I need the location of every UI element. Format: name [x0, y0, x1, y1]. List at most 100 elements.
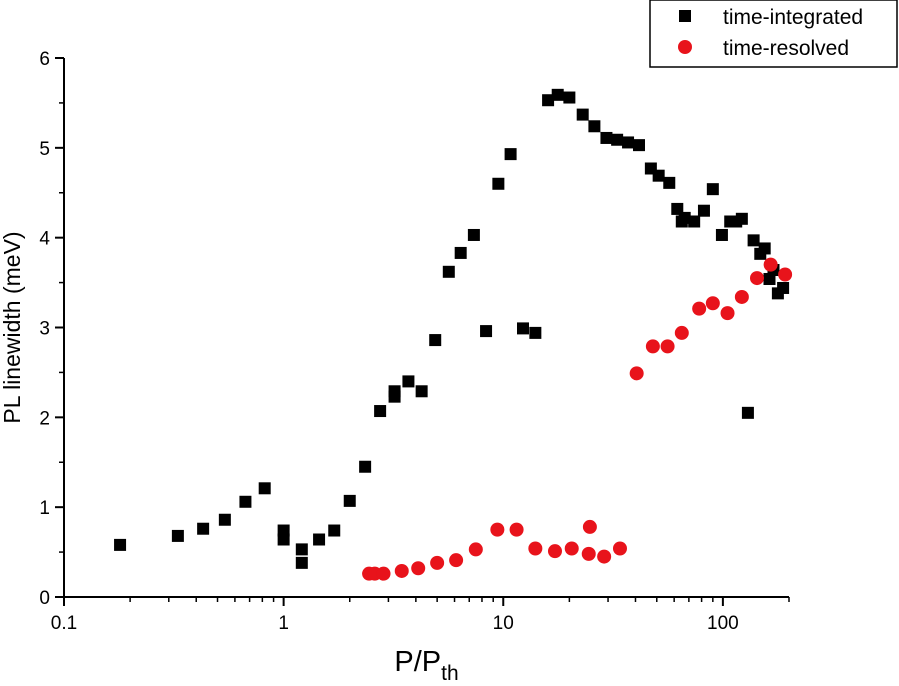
data-point-time-integrated: [663, 176, 676, 189]
x-axis-title-main: P/P: [394, 646, 441, 678]
data-point-time-resolved: [692, 301, 707, 316]
data-point-time-resolved: [411, 561, 426, 576]
data-point-time-resolved: [734, 289, 749, 304]
data-point-time-integrated: [697, 204, 710, 217]
data-point-time-integrated: [454, 246, 467, 259]
legend-circle-marker: [678, 40, 692, 54]
x-tick-label: 0.1: [51, 613, 77, 634]
data-point-time-resolved: [629, 366, 644, 381]
data-point-time-integrated: [588, 120, 601, 133]
data-point-time-integrated: [313, 533, 326, 546]
data-point-time-resolved: [763, 257, 778, 272]
data-point-time-integrated: [611, 133, 624, 146]
data-point-time-resolved: [581, 546, 596, 561]
data-point-time-integrated: [688, 215, 701, 228]
y-tick-label: 4: [39, 229, 50, 250]
y-tick-label: 6: [39, 49, 50, 70]
data-point-time-integrated: [402, 375, 415, 388]
data-point-time-integrated: [551, 88, 564, 101]
x-tick-label: 10: [493, 613, 514, 634]
data-point-time-resolved: [674, 325, 689, 340]
data-point-time-integrated: [343, 494, 356, 507]
data-point-time-integrated: [777, 281, 790, 294]
legend-square-marker: [679, 10, 691, 22]
data-point-time-integrated: [480, 325, 493, 338]
data-point-time-integrated: [747, 234, 760, 247]
data-point-time-integrated: [622, 136, 635, 149]
data-point-time-integrated: [328, 524, 341, 537]
y-tick-label: 3: [39, 319, 50, 340]
data-point-time-resolved: [528, 541, 543, 556]
y-axis-title: PL linewidth (meV): [0, 231, 25, 423]
data-point-time-integrated: [715, 228, 728, 241]
data-point-time-integrated: [239, 495, 252, 508]
x-axis-title-subscript: th: [441, 662, 459, 685]
data-point-time-resolved: [582, 519, 597, 534]
data-point-time-integrated: [735, 212, 748, 225]
data-point-time-resolved: [645, 339, 660, 354]
y-tick-label: 5: [39, 139, 50, 160]
data-point-time-resolved: [660, 339, 675, 354]
x-axis-tick-labels: 0.1 1 10 100: [51, 613, 739, 634]
data-point-time-resolved: [468, 542, 483, 557]
data-point-time-integrated: [388, 385, 401, 398]
y-axis-ticks: [55, 57, 64, 598]
y-axis-tick-labels: 0 1 2 3 4 5 6: [39, 49, 50, 609]
data-point-time-integrated: [429, 334, 442, 347]
data-point-time-integrated: [258, 482, 271, 495]
data-point-time-integrated: [295, 556, 308, 569]
data-point-time-resolved: [547, 544, 562, 559]
data-point-time-integrated: [467, 228, 480, 241]
x-tick-label: 1: [278, 613, 289, 634]
data-point-time-integrated: [295, 543, 308, 556]
data-point-time-integrated: [277, 533, 290, 546]
data-point-time-integrated: [563, 91, 576, 104]
data-point-time-resolved: [564, 541, 579, 556]
x-axis-ticks: [63, 597, 790, 606]
y-tick-label: 1: [39, 498, 50, 519]
legend: time-integrated time-resolved: [649, 0, 898, 68]
data-point-time-resolved: [430, 555, 445, 570]
data-point-time-resolved: [490, 522, 505, 537]
legend-label-time-integrated: time-integrated: [723, 6, 863, 29]
data-point-time-integrated: [758, 242, 771, 255]
series-time-resolved: [362, 257, 793, 581]
data-point-time-integrated: [114, 538, 127, 551]
data-point-time-resolved: [509, 522, 524, 537]
data-point-time-integrated: [504, 148, 517, 161]
data-point-time-resolved: [449, 553, 464, 568]
y-tick-label: 0: [39, 588, 50, 609]
data-point-time-integrated: [197, 522, 210, 535]
data-point-time-integrated: [517, 322, 530, 335]
data-point-time-integrated: [706, 183, 719, 196]
data-point-time-integrated: [741, 406, 754, 419]
data-point-time-integrated: [632, 139, 645, 152]
data-point-time-resolved: [394, 563, 409, 578]
data-point-time-resolved: [705, 296, 720, 311]
data-point-time-integrated: [218, 513, 231, 526]
data-point-time-integrated: [600, 131, 613, 144]
data-point-time-integrated: [492, 177, 505, 190]
data-point-time-integrated: [678, 211, 691, 224]
x-tick-label: 100: [707, 613, 739, 634]
data-point-time-resolved: [720, 306, 735, 321]
y-tick-label: 2: [39, 408, 50, 429]
data-point-time-resolved: [612, 541, 627, 556]
data-point-time-integrated: [529, 326, 542, 339]
data-point-time-resolved: [597, 549, 612, 564]
data-point-time-resolved: [376, 566, 391, 581]
legend-label-time-resolved: time-resolved: [723, 37, 849, 60]
data-point-time-integrated: [415, 385, 428, 398]
data-point-time-resolved: [750, 271, 765, 286]
data-point-time-resolved: [778, 267, 793, 282]
data-point-time-integrated: [576, 108, 589, 121]
data-point-time-integrated: [442, 265, 455, 278]
data-point-time-integrated: [542, 94, 555, 107]
data-point-time-integrated: [359, 460, 372, 473]
x-axis-title: P/Pth: [394, 646, 458, 685]
data-point-time-integrated: [374, 405, 387, 418]
data-point-time-integrated: [652, 169, 665, 182]
data-point-time-integrated: [171, 529, 184, 542]
